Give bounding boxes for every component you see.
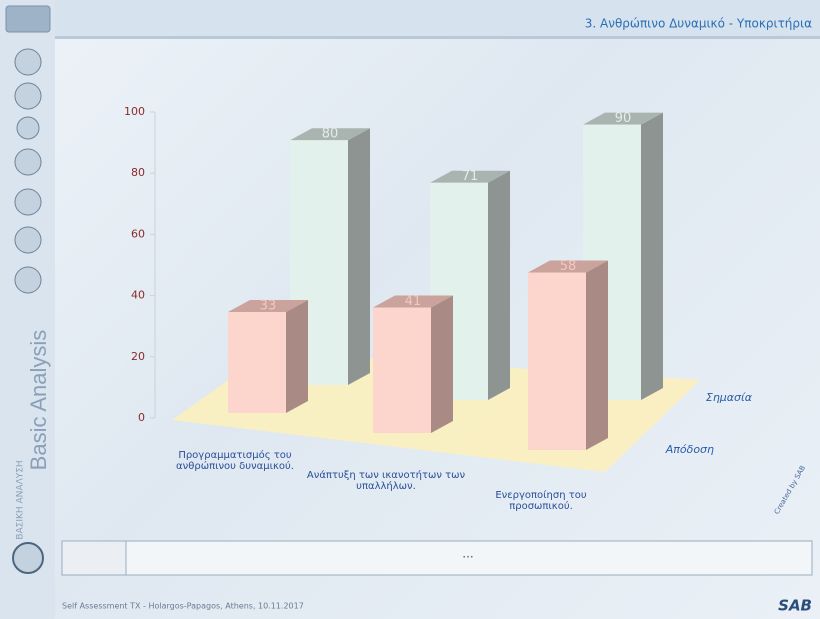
y-tick-label: 40 bbox=[131, 289, 145, 302]
status-text: ... bbox=[462, 547, 473, 561]
y-tick-label: 0 bbox=[138, 411, 145, 424]
nav-icon[interactable] bbox=[14, 266, 42, 294]
y-tick-label: 20 bbox=[131, 350, 145, 363]
y-tick-label: 100 bbox=[124, 105, 145, 118]
footer-text: Self Assessment TX - Holargos-Papagos, A… bbox=[62, 602, 304, 611]
credit: Created by SAB bbox=[773, 464, 807, 516]
nav-icons bbox=[14, 48, 42, 294]
sidebar-sublabel: ΒΑΣΙΚΗ ΑΝΑΛΥΣΗ bbox=[16, 460, 26, 539]
nav-icon[interactable] bbox=[14, 48, 42, 76]
bar-top bbox=[430, 170, 510, 183]
status-bar bbox=[61, 540, 813, 576]
nav-icon[interactable] bbox=[14, 82, 42, 110]
spinner[interactable] bbox=[61, 540, 127, 576]
header-bar bbox=[0, 0, 820, 36]
x-tick-label: Ενεργοποίηση του προσωπικού. bbox=[495, 490, 587, 512]
legend-entry: Απόδοση bbox=[665, 443, 714, 456]
page-title: 3. Ανθρώπινο Δυναμικό - Υποκριτήρια bbox=[585, 17, 812, 31]
value-label: 90 bbox=[615, 111, 632, 126]
x-tick-label: Ανάπτυξη των ικανοτήτων των υπαλλήλων. bbox=[306, 470, 466, 492]
bar-top bbox=[373, 295, 453, 308]
bar-top bbox=[228, 300, 308, 313]
y-tick-label: 80 bbox=[131, 166, 145, 179]
start-button[interactable] bbox=[5, 5, 51, 33]
bar-side bbox=[286, 300, 308, 413]
bar-side bbox=[348, 128, 370, 385]
y-tick-label: 60 bbox=[131, 227, 145, 240]
x-tick-label: Προγραμματισμός του ανθρώπινου δυναμικού… bbox=[176, 450, 294, 472]
nav-icon[interactable] bbox=[14, 226, 42, 254]
bar bbox=[228, 312, 286, 413]
bar-side bbox=[641, 112, 663, 400]
value-label: 58 bbox=[560, 259, 577, 274]
bar-side bbox=[488, 170, 510, 400]
nav-icon[interactable] bbox=[14, 148, 42, 176]
bar-top bbox=[528, 260, 608, 273]
sidebar-label: Basic Analysis bbox=[26, 330, 51, 471]
bar-top bbox=[583, 112, 663, 125]
header-rule bbox=[0, 36, 820, 39]
nav-icon[interactable] bbox=[14, 188, 42, 216]
value-label: 33 bbox=[260, 299, 277, 314]
bar-top bbox=[290, 128, 370, 141]
value-label: 71 bbox=[462, 169, 479, 184]
bar-side bbox=[431, 295, 453, 433]
bar-side bbox=[586, 260, 608, 450]
nav-icon[interactable] bbox=[16, 116, 40, 140]
value-label: 41 bbox=[405, 294, 422, 309]
bar bbox=[528, 272, 586, 450]
legend-entry: Σημασία bbox=[706, 391, 753, 404]
bar bbox=[373, 307, 431, 433]
value-label: 80 bbox=[322, 127, 339, 142]
help-button[interactable] bbox=[12, 542, 44, 574]
logo: SAB bbox=[778, 597, 812, 615]
